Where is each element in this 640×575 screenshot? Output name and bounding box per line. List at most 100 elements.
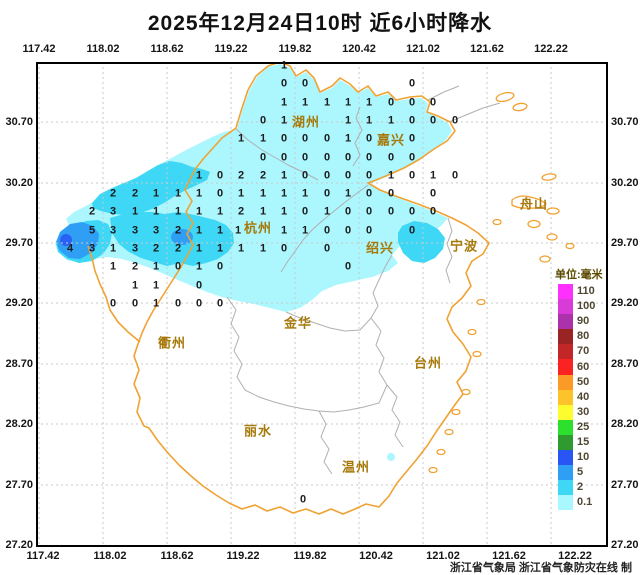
precip-value: 1 bbox=[195, 205, 203, 218]
precip-value: 3 bbox=[109, 224, 117, 237]
legend-value: 40 bbox=[577, 390, 590, 403]
legend-swatch bbox=[558, 314, 573, 330]
precip-value: 2 bbox=[237, 169, 245, 182]
precip-value: 1 bbox=[280, 96, 288, 109]
precip-value: 0 bbox=[344, 169, 352, 182]
legend-value: 60 bbox=[577, 360, 590, 373]
precip-value: 1 bbox=[195, 260, 203, 273]
precip-value: 4 bbox=[66, 242, 74, 255]
legend-item: 50 bbox=[558, 374, 603, 390]
legend-item: 25 bbox=[558, 419, 603, 435]
precip-value: 1 bbox=[323, 205, 331, 218]
legend-item: 15 bbox=[558, 434, 603, 451]
axis-tick-right: 27.70 bbox=[611, 479, 639, 491]
precip-value: 0 bbox=[216, 260, 224, 273]
city-label-嘉兴: 嘉兴 bbox=[376, 132, 406, 148]
legend-value: 110 bbox=[577, 285, 595, 298]
legend-value: 15 bbox=[577, 435, 590, 448]
axis-tick-left: 27.70 bbox=[5, 479, 33, 491]
precip-value: 1 bbox=[152, 260, 160, 273]
precip-value: 0 bbox=[301, 205, 309, 218]
city-label-衢州: 衢州 bbox=[157, 335, 187, 351]
precip-value: 0 bbox=[259, 114, 267, 127]
city-label-宁波: 宁波 bbox=[449, 238, 479, 254]
precip-value: 0 bbox=[280, 132, 288, 145]
precip-value: 3 bbox=[152, 224, 160, 237]
precip-value: 2 bbox=[131, 260, 139, 273]
precip-value: 0 bbox=[387, 151, 395, 164]
legend-swatch bbox=[558, 284, 573, 300]
precip-value: 0 bbox=[408, 151, 416, 164]
precip-value: 1 bbox=[365, 96, 373, 109]
legend-value: 90 bbox=[577, 315, 590, 328]
axis-tick-right: 27.20 bbox=[611, 539, 639, 551]
precip-value: 0 bbox=[365, 151, 373, 164]
precip-value: 0 bbox=[387, 205, 395, 218]
axis-tick-right: 29.20 bbox=[611, 297, 639, 309]
precip-value: 1 bbox=[280, 205, 288, 218]
axis-tick-top: 119.82 bbox=[278, 43, 312, 55]
precip-value: 1 bbox=[152, 279, 160, 292]
axis-tick-bottom: 119.82 bbox=[293, 550, 327, 562]
city-label-丽水: 丽水 bbox=[243, 423, 273, 439]
precip-value: 0 bbox=[131, 297, 139, 310]
precip-value: 0 bbox=[429, 96, 437, 109]
precip-value: 0 bbox=[408, 114, 416, 127]
axis-tick-bottom: 119.22 bbox=[226, 550, 260, 562]
city-label-舟山: 舟山 bbox=[519, 196, 549, 212]
axis-tick-top: 119.22 bbox=[214, 43, 248, 55]
precip-value: 1 bbox=[237, 242, 245, 255]
axis-tick-right: 30.20 bbox=[611, 177, 639, 189]
precip-value: 0 bbox=[195, 279, 203, 292]
precip-value: 1 bbox=[259, 187, 267, 200]
precip-value: 1 bbox=[237, 132, 245, 145]
precip-value: 0 bbox=[323, 224, 331, 237]
precip-value: 0 bbox=[216, 297, 224, 310]
city-label-温州: 温州 bbox=[341, 459, 371, 475]
axis-tick-left: 28.70 bbox=[5, 358, 33, 370]
precip-value: 0 bbox=[387, 187, 395, 200]
precip-value: 0 bbox=[408, 224, 416, 237]
precip-value: 2 bbox=[152, 242, 160, 255]
precip-value: 0 bbox=[408, 169, 416, 182]
precip-value: 0 bbox=[344, 151, 352, 164]
precip-value: 2 bbox=[237, 205, 245, 218]
precip-value: 0 bbox=[301, 151, 309, 164]
axis-tick-right: 30.70 bbox=[611, 116, 639, 128]
precip-value: 1 bbox=[344, 187, 352, 200]
precip-value: 0 bbox=[323, 242, 331, 255]
precip-value: 1 bbox=[280, 224, 288, 237]
legend-swatch bbox=[558, 404, 573, 420]
axis-tick-bottom: 120.42 bbox=[359, 550, 393, 562]
precip-value: 1 bbox=[301, 187, 309, 200]
precip-value: 0 bbox=[174, 260, 182, 273]
precip-value: 0 bbox=[365, 205, 373, 218]
axis-tick-left: 28.20 bbox=[5, 418, 33, 430]
precip-value: 1 bbox=[301, 224, 309, 237]
precip-value: 2 bbox=[174, 224, 182, 237]
precip-value: 2 bbox=[174, 242, 182, 255]
legend-swatch bbox=[558, 450, 573, 466]
precip-value: 2 bbox=[109, 187, 117, 200]
precip-value: 0 bbox=[365, 187, 373, 200]
legend-swatch bbox=[558, 329, 573, 345]
legend-swatch bbox=[558, 465, 573, 481]
precip-value: 1 bbox=[195, 187, 203, 200]
legend-swatch bbox=[558, 299, 573, 315]
precip-value: 0 bbox=[344, 224, 352, 237]
precip-value: 0 bbox=[365, 132, 373, 145]
precip-value: 0 bbox=[299, 493, 307, 506]
precip-value: 0 bbox=[301, 132, 309, 145]
legend: 单位:毫米 110 100 90 80 70 60 50 40 30 25 15 10 5 2 0.1 bbox=[555, 266, 603, 511]
legend-value: 25 bbox=[577, 420, 590, 433]
precip-value: 0 bbox=[323, 151, 331, 164]
city-label-绍兴: 绍兴 bbox=[365, 240, 395, 256]
precip-value: 1 bbox=[131, 205, 139, 218]
precip-value: 1 bbox=[152, 297, 160, 310]
axis-tick-top: 122.22 bbox=[534, 43, 568, 55]
precip-value: 3 bbox=[88, 242, 96, 255]
precip-value: 0 bbox=[109, 297, 117, 310]
axis-tick-left: 27.20 bbox=[5, 539, 33, 551]
precip-value: 3 bbox=[109, 205, 117, 218]
